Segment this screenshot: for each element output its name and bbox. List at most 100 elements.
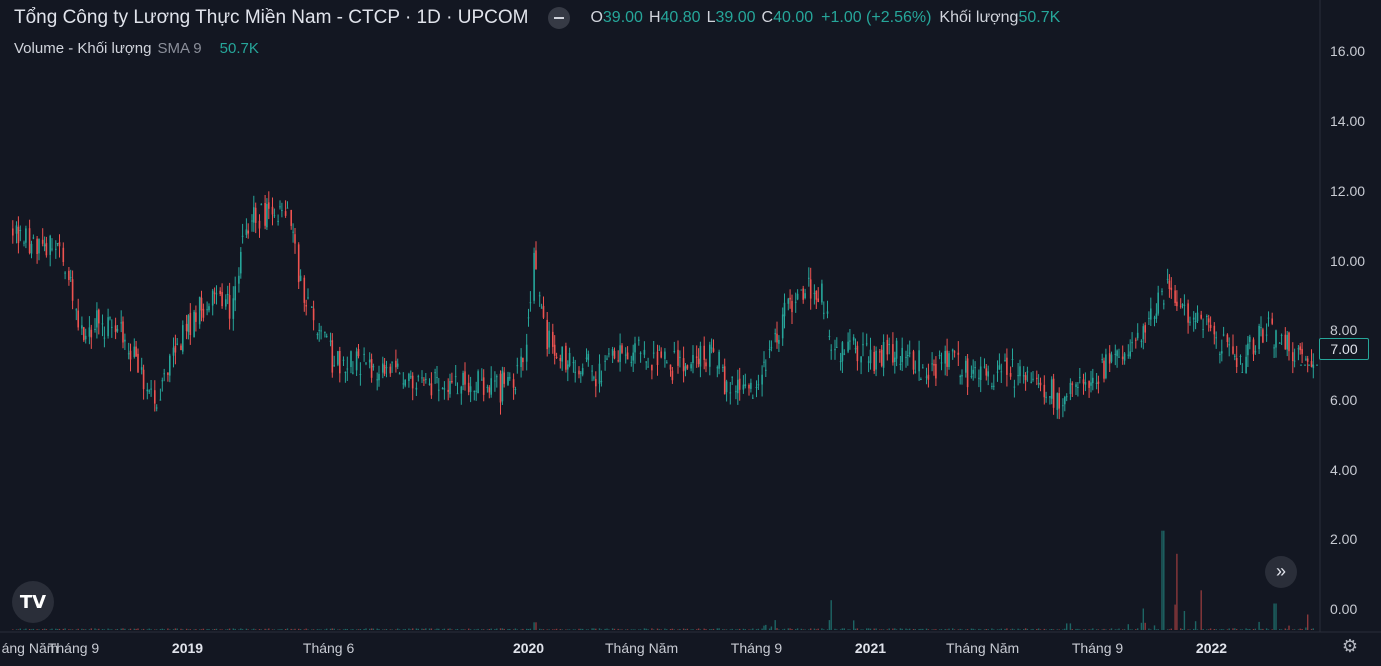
candle-body <box>290 210 292 226</box>
volume-bar <box>1213 629 1215 630</box>
volume-bar <box>156 629 158 630</box>
volume-bar <box>770 626 773 630</box>
time-tick-label: Tháng 6 <box>302 640 355 656</box>
candle-body <box>520 356 522 367</box>
volume-bar <box>378 629 380 630</box>
volume-bar <box>1280 629 1283 630</box>
candle-body <box>187 315 190 333</box>
candle-body <box>1219 353 1221 355</box>
candle-body <box>294 234 296 244</box>
candle-body <box>120 322 122 324</box>
volume-bar <box>206 629 208 630</box>
candle-body <box>1075 384 1077 387</box>
volume-bar <box>43 628 46 630</box>
candle-body <box>303 277 306 303</box>
candle-body <box>1079 377 1081 379</box>
volume-bar <box>473 629 475 630</box>
volume-bar <box>653 629 655 630</box>
candle-body <box>404 379 406 386</box>
candle-body <box>503 372 505 384</box>
candle-body <box>284 211 287 216</box>
volume-bar <box>639 629 642 630</box>
tradingview-logo-icon[interactable]: TV <box>12 581 54 623</box>
volume-legend[interactable]: Volume - Khối lượng SMA 9 50.7K <box>14 38 259 58</box>
volume-bar <box>1222 629 1225 630</box>
volume-bar <box>1101 629 1103 630</box>
volume-bar <box>554 629 556 630</box>
candle-body <box>193 311 195 338</box>
volume-bar <box>62 628 64 630</box>
volume-bar <box>1017 628 1019 630</box>
candle-body <box>679 356 681 358</box>
volume-bar <box>953 629 956 630</box>
gear-icon[interactable]: ⚙ <box>1341 636 1359 656</box>
candle-body <box>507 377 509 385</box>
volume-bar <box>710 629 713 630</box>
symbol-title[interactable]: Tổng Công ty Lương Thực Miền Nam - CTCP … <box>14 7 529 28</box>
candle-body <box>19 230 22 231</box>
volume-bar <box>279 629 281 630</box>
candle-body <box>875 350 877 370</box>
volume-bar <box>765 624 767 630</box>
volume-bar <box>755 629 758 630</box>
volume-bar <box>933 629 935 630</box>
candle-body <box>71 279 74 301</box>
candle-body <box>81 325 83 329</box>
candle-body <box>1009 373 1012 377</box>
candle-body <box>396 363 399 367</box>
candle-body <box>752 397 754 399</box>
volume-bar <box>1249 629 1251 630</box>
volume-bar <box>952 628 954 630</box>
candle-body <box>1232 346 1234 354</box>
candle-body <box>1192 317 1195 320</box>
volume-bar <box>253 628 255 630</box>
candle-body <box>744 384 747 387</box>
volume-bar <box>49 629 51 630</box>
volume-bar <box>232 628 234 630</box>
volume-bar <box>17 629 20 630</box>
open-value: 39.00 <box>602 9 643 26</box>
volume-bar <box>1006 628 1008 630</box>
volume-bar <box>1064 628 1066 630</box>
volume-bar <box>983 629 986 630</box>
candle-body <box>686 365 689 369</box>
volume-bar <box>350 629 352 630</box>
volume-bar <box>305 628 307 630</box>
volume-bar <box>1161 530 1163 630</box>
volume-bar <box>918 629 920 630</box>
candle-body <box>45 242 48 256</box>
volume-bar <box>326 628 328 630</box>
candle-body <box>1097 381 1100 384</box>
volume-bar <box>1226 629 1229 630</box>
volume-bar <box>789 628 791 630</box>
volume-bar <box>987 629 989 630</box>
candle-body <box>1163 303 1165 305</box>
candle-body <box>1196 312 1199 322</box>
candle-body <box>1284 334 1287 350</box>
candle-body <box>90 329 93 338</box>
volume-bar <box>555 628 558 630</box>
candle-body <box>1108 353 1111 364</box>
volume-bar <box>533 622 535 630</box>
volume-bar <box>892 628 894 630</box>
scroll-to-realtime-button[interactable]: » <box>1265 556 1297 588</box>
volume-bar <box>529 628 532 630</box>
candle-body <box>522 357 524 363</box>
volume-bar <box>150 629 152 630</box>
volume-bar <box>669 629 672 630</box>
candle-body <box>1088 380 1090 388</box>
volume-bar <box>881 629 883 630</box>
candle-body <box>935 364 937 379</box>
collapse-legend-button[interactable] <box>548 7 571 29</box>
volume-bar <box>1084 629 1087 630</box>
candle-body <box>116 328 119 332</box>
volume-bar <box>36 629 38 630</box>
volume-bar <box>1275 603 1277 630</box>
volume-bar <box>370 628 373 630</box>
candle-body <box>604 360 606 362</box>
candle-body <box>561 346 563 362</box>
candle-body <box>978 377 980 379</box>
volume-bar <box>886 629 888 630</box>
